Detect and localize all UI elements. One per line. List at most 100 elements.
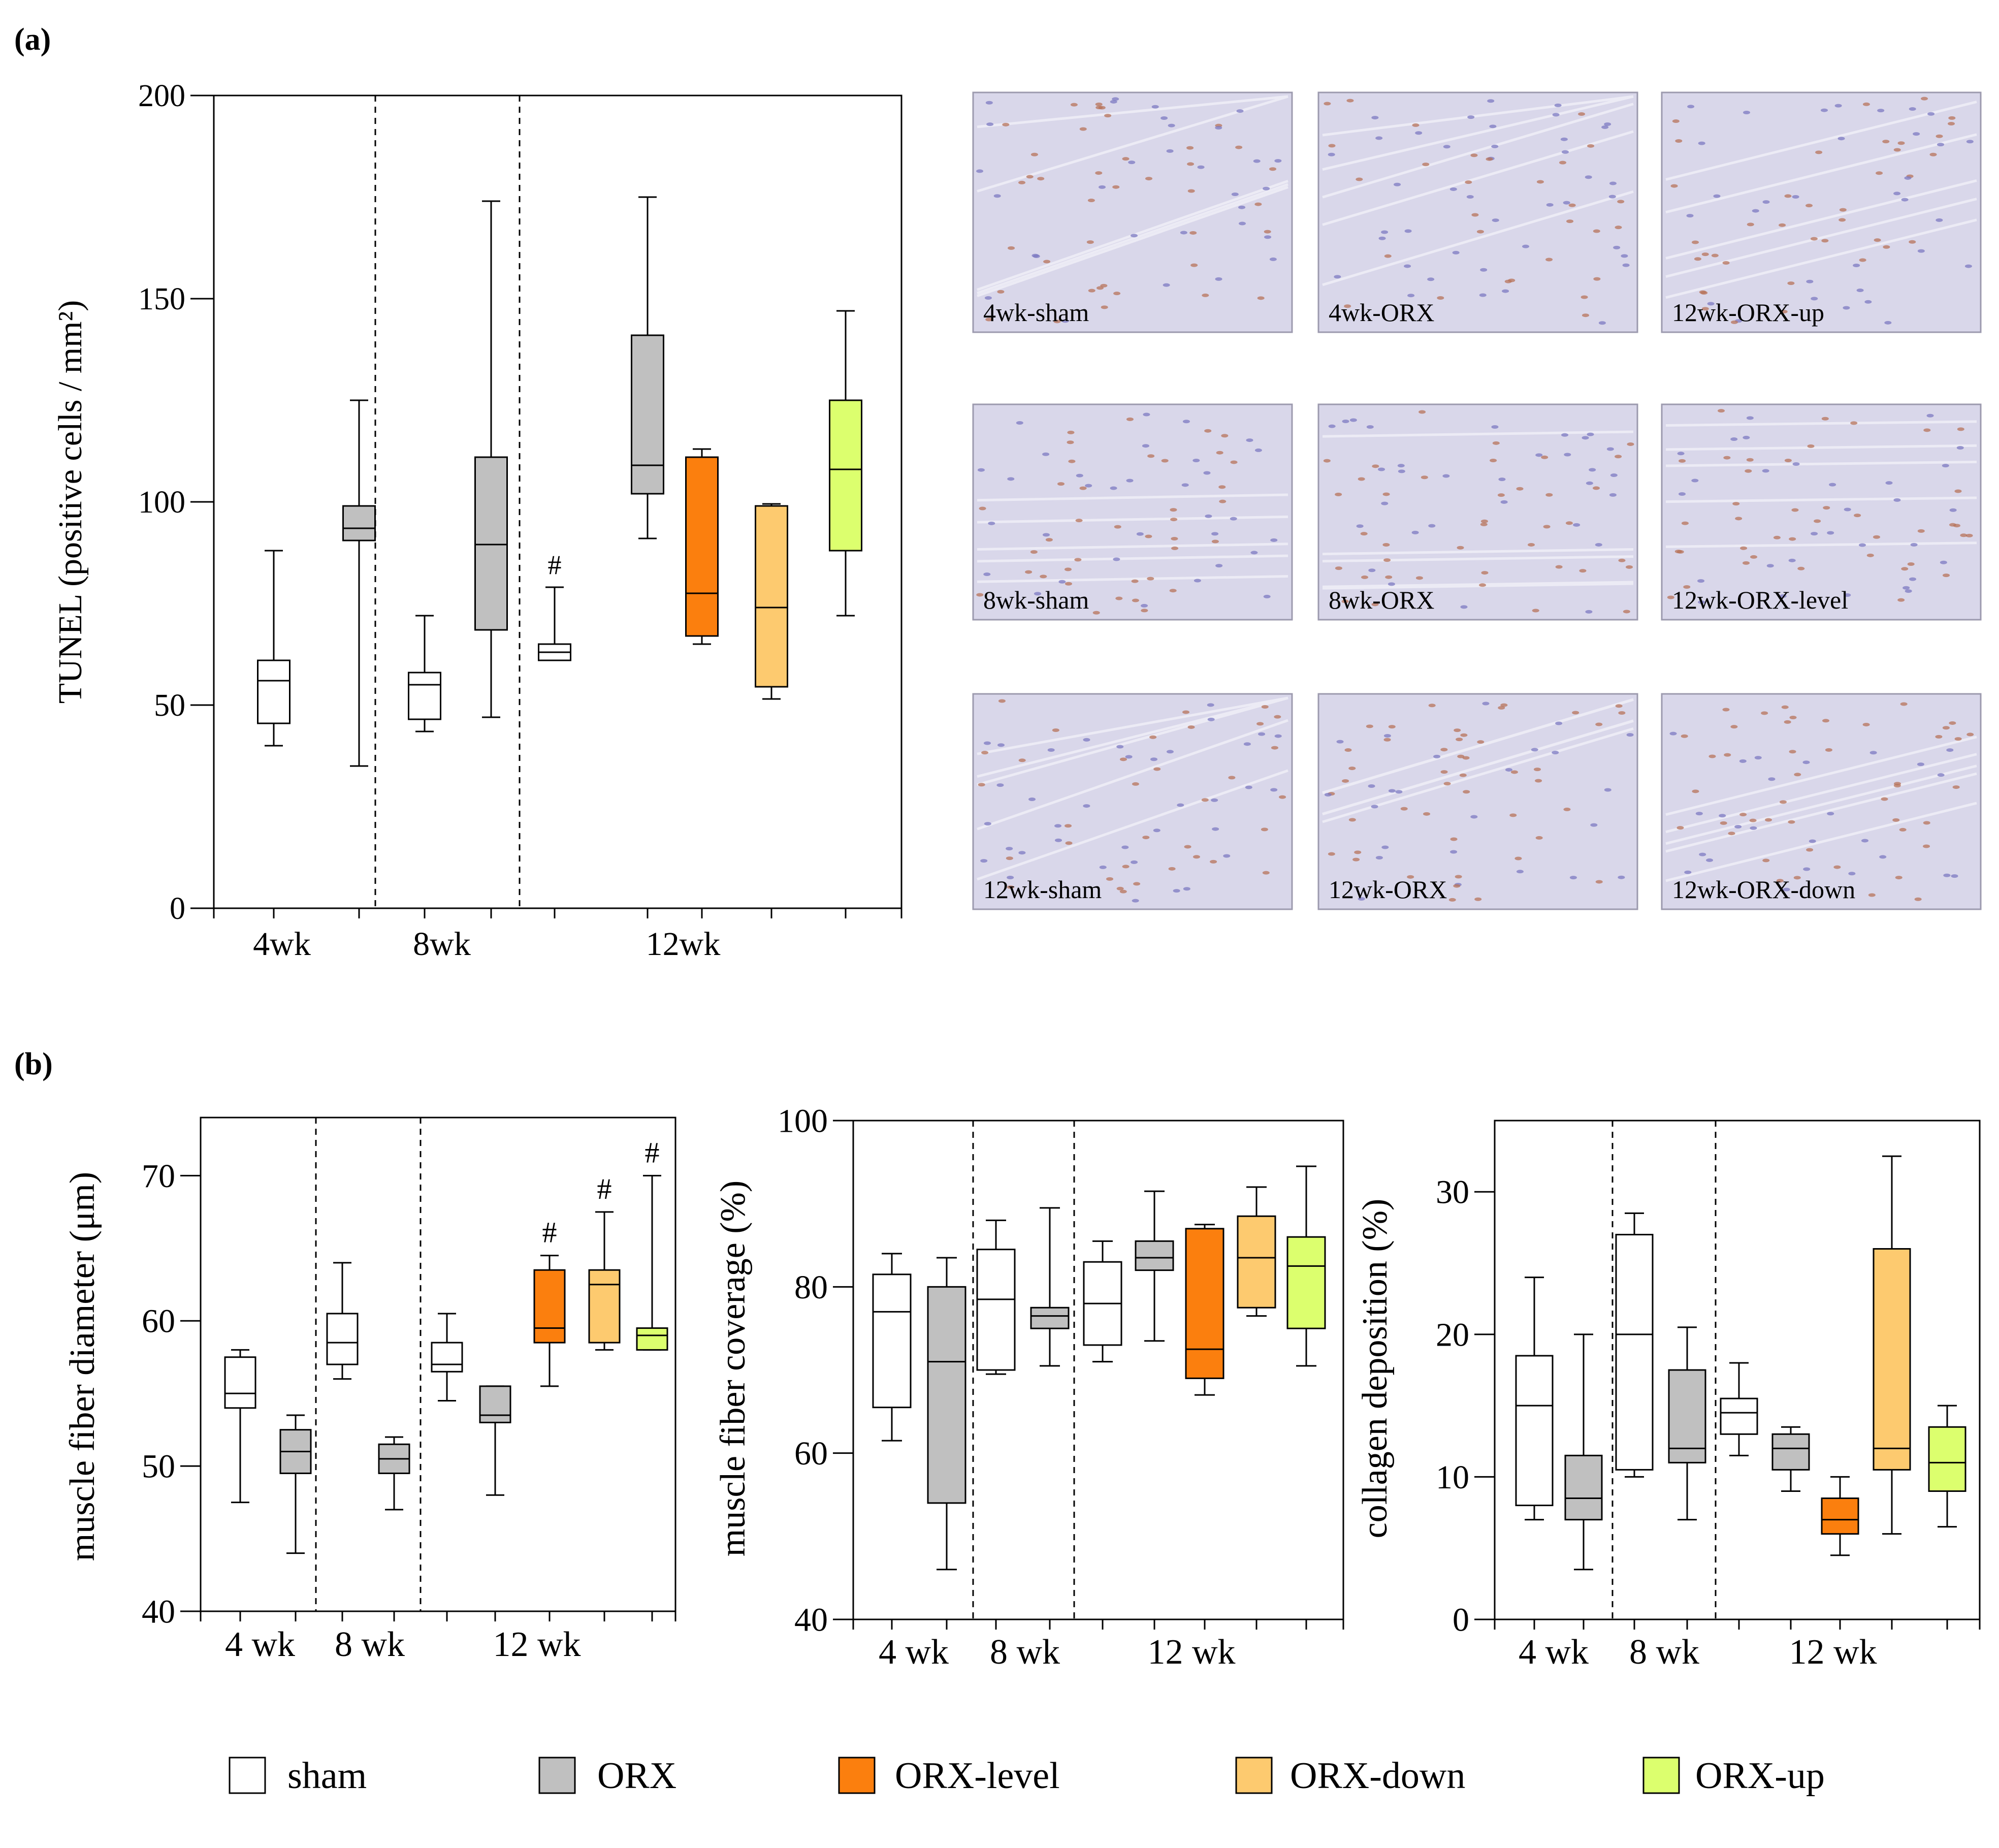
cell-nucleus — [1509, 813, 1517, 817]
cell-nucleus — [1045, 538, 1053, 542]
cell-nucleus — [1783, 887, 1790, 891]
cell-nucleus — [1787, 281, 1795, 285]
box-orx-up-12wk — [1286, 1165, 1326, 1367]
cell-nucleus — [1263, 594, 1271, 598]
cell-nucleus — [1949, 721, 1956, 725]
x-group-label: 4 wk — [879, 1633, 949, 1672]
box-orx-up-12wk: # — [636, 1136, 668, 1351]
fiber-streak — [1665, 100, 1977, 181]
cell-nucleus — [1264, 235, 1272, 239]
cell-nucleus — [1667, 595, 1674, 599]
cell-nucleus — [1210, 859, 1217, 864]
cell-nucleus — [1074, 558, 1082, 562]
cell-nucleus — [1901, 198, 1909, 202]
box-iqr — [408, 672, 441, 720]
cell-nucleus — [1701, 252, 1709, 257]
box-iqr — [588, 1269, 621, 1344]
cell-nucleus — [1491, 425, 1499, 429]
cell-nucleus — [1876, 171, 1883, 175]
cell-nucleus — [1622, 263, 1630, 267]
cell-nucleus — [1125, 755, 1133, 759]
cell-nucleus — [1843, 306, 1850, 310]
micrograph-4wk-ORX: 4wk-ORX — [1317, 91, 1638, 333]
cell-nucleus — [1531, 748, 1538, 752]
box-orx-12wk — [479, 1385, 511, 1496]
fiber-streak — [977, 696, 1288, 778]
cell-nucleus — [1476, 230, 1484, 234]
cell-nucleus — [1728, 832, 1735, 836]
cell-nucleus — [1604, 122, 1611, 126]
fiber-streak — [1322, 103, 1634, 199]
cell-nucleus — [1479, 583, 1487, 587]
cell-nucleus — [1722, 708, 1730, 712]
box-iqr — [342, 505, 376, 541]
cell-nucleus — [1877, 109, 1885, 113]
cell-nucleus — [1590, 823, 1598, 827]
cell-nucleus — [1219, 499, 1227, 503]
cell-nucleus — [1708, 754, 1716, 758]
cell-nucleus — [1263, 186, 1270, 190]
cell-nucleus — [1497, 493, 1505, 497]
cell-nucleus — [1884, 321, 1892, 325]
cell-nucleus — [1147, 454, 1155, 458]
cell-nucleus — [1734, 824, 1742, 829]
cell-nucleus — [1730, 437, 1738, 441]
cell-nucleus — [1670, 184, 1678, 188]
cell-nucleus — [1927, 112, 1935, 116]
cell-nucleus — [1170, 518, 1178, 522]
cell-nucleus — [1141, 609, 1148, 613]
box-orx-12wk — [631, 196, 664, 539]
cell-nucleus — [1837, 137, 1845, 141]
fiber-streak — [1322, 130, 1634, 226]
cell-nucleus — [1132, 598, 1139, 602]
cell-nucleus — [1794, 773, 1801, 777]
cell-nucleus — [1030, 152, 1038, 156]
cell-nucleus — [1626, 565, 1633, 569]
box-sham-12wk — [1083, 1240, 1122, 1363]
micrograph-image — [1661, 403, 1982, 621]
cell-nucleus — [1382, 492, 1390, 496]
cell-nucleus — [1505, 768, 1512, 772]
x-group-label: 4wk — [253, 926, 311, 963]
cell-nucleus — [1205, 514, 1212, 518]
cell-nucleus — [1423, 812, 1431, 816]
box-iqr — [1771, 1433, 1810, 1471]
cell-nucleus — [1215, 564, 1223, 568]
cell-nucleus — [1618, 558, 1626, 562]
cell-nucleus — [1083, 804, 1090, 808]
cell-nucleus — [1552, 750, 1559, 754]
cell-nucleus — [1231, 192, 1239, 196]
box-iqr — [1185, 1228, 1224, 1379]
cell-nucleus — [1437, 296, 1444, 300]
cell-nucleus — [1784, 720, 1791, 724]
cell-nucleus — [1814, 519, 1821, 523]
cell-nucleus — [1018, 180, 1026, 184]
box-orx-level-12wk — [685, 448, 719, 645]
cell-nucleus — [1617, 200, 1625, 204]
cell-nucleus — [1566, 219, 1574, 224]
cell-nucleus — [1463, 790, 1470, 794]
fiber-streak — [977, 575, 1288, 583]
cell-nucleus — [1264, 230, 1271, 234]
cell-nucleus — [1848, 872, 1856, 876]
cell-nucleus — [1182, 420, 1190, 424]
cell-nucleus — [1043, 260, 1051, 264]
cell-nucleus — [1116, 745, 1124, 749]
cell-nucleus — [1853, 263, 1860, 267]
cell-nucleus — [1221, 434, 1229, 438]
cell-nucleus — [1397, 464, 1405, 468]
cell-nucleus — [1791, 508, 1799, 512]
cell-nucleus — [1948, 116, 1956, 120]
cell-nucleus — [1031, 253, 1039, 258]
cell-nucleus — [984, 296, 992, 300]
cell-nucleus — [1593, 277, 1601, 281]
fiber-streak — [1665, 218, 1977, 299]
x-group-label: 12 wk — [493, 1625, 581, 1664]
cell-nucleus — [1917, 249, 1925, 253]
cell-nucleus — [1328, 144, 1336, 148]
cell-nucleus — [1559, 161, 1566, 165]
cell-nucleus — [1514, 856, 1522, 861]
cell-nucleus — [1788, 558, 1796, 562]
cell-nucleus — [1555, 565, 1563, 569]
